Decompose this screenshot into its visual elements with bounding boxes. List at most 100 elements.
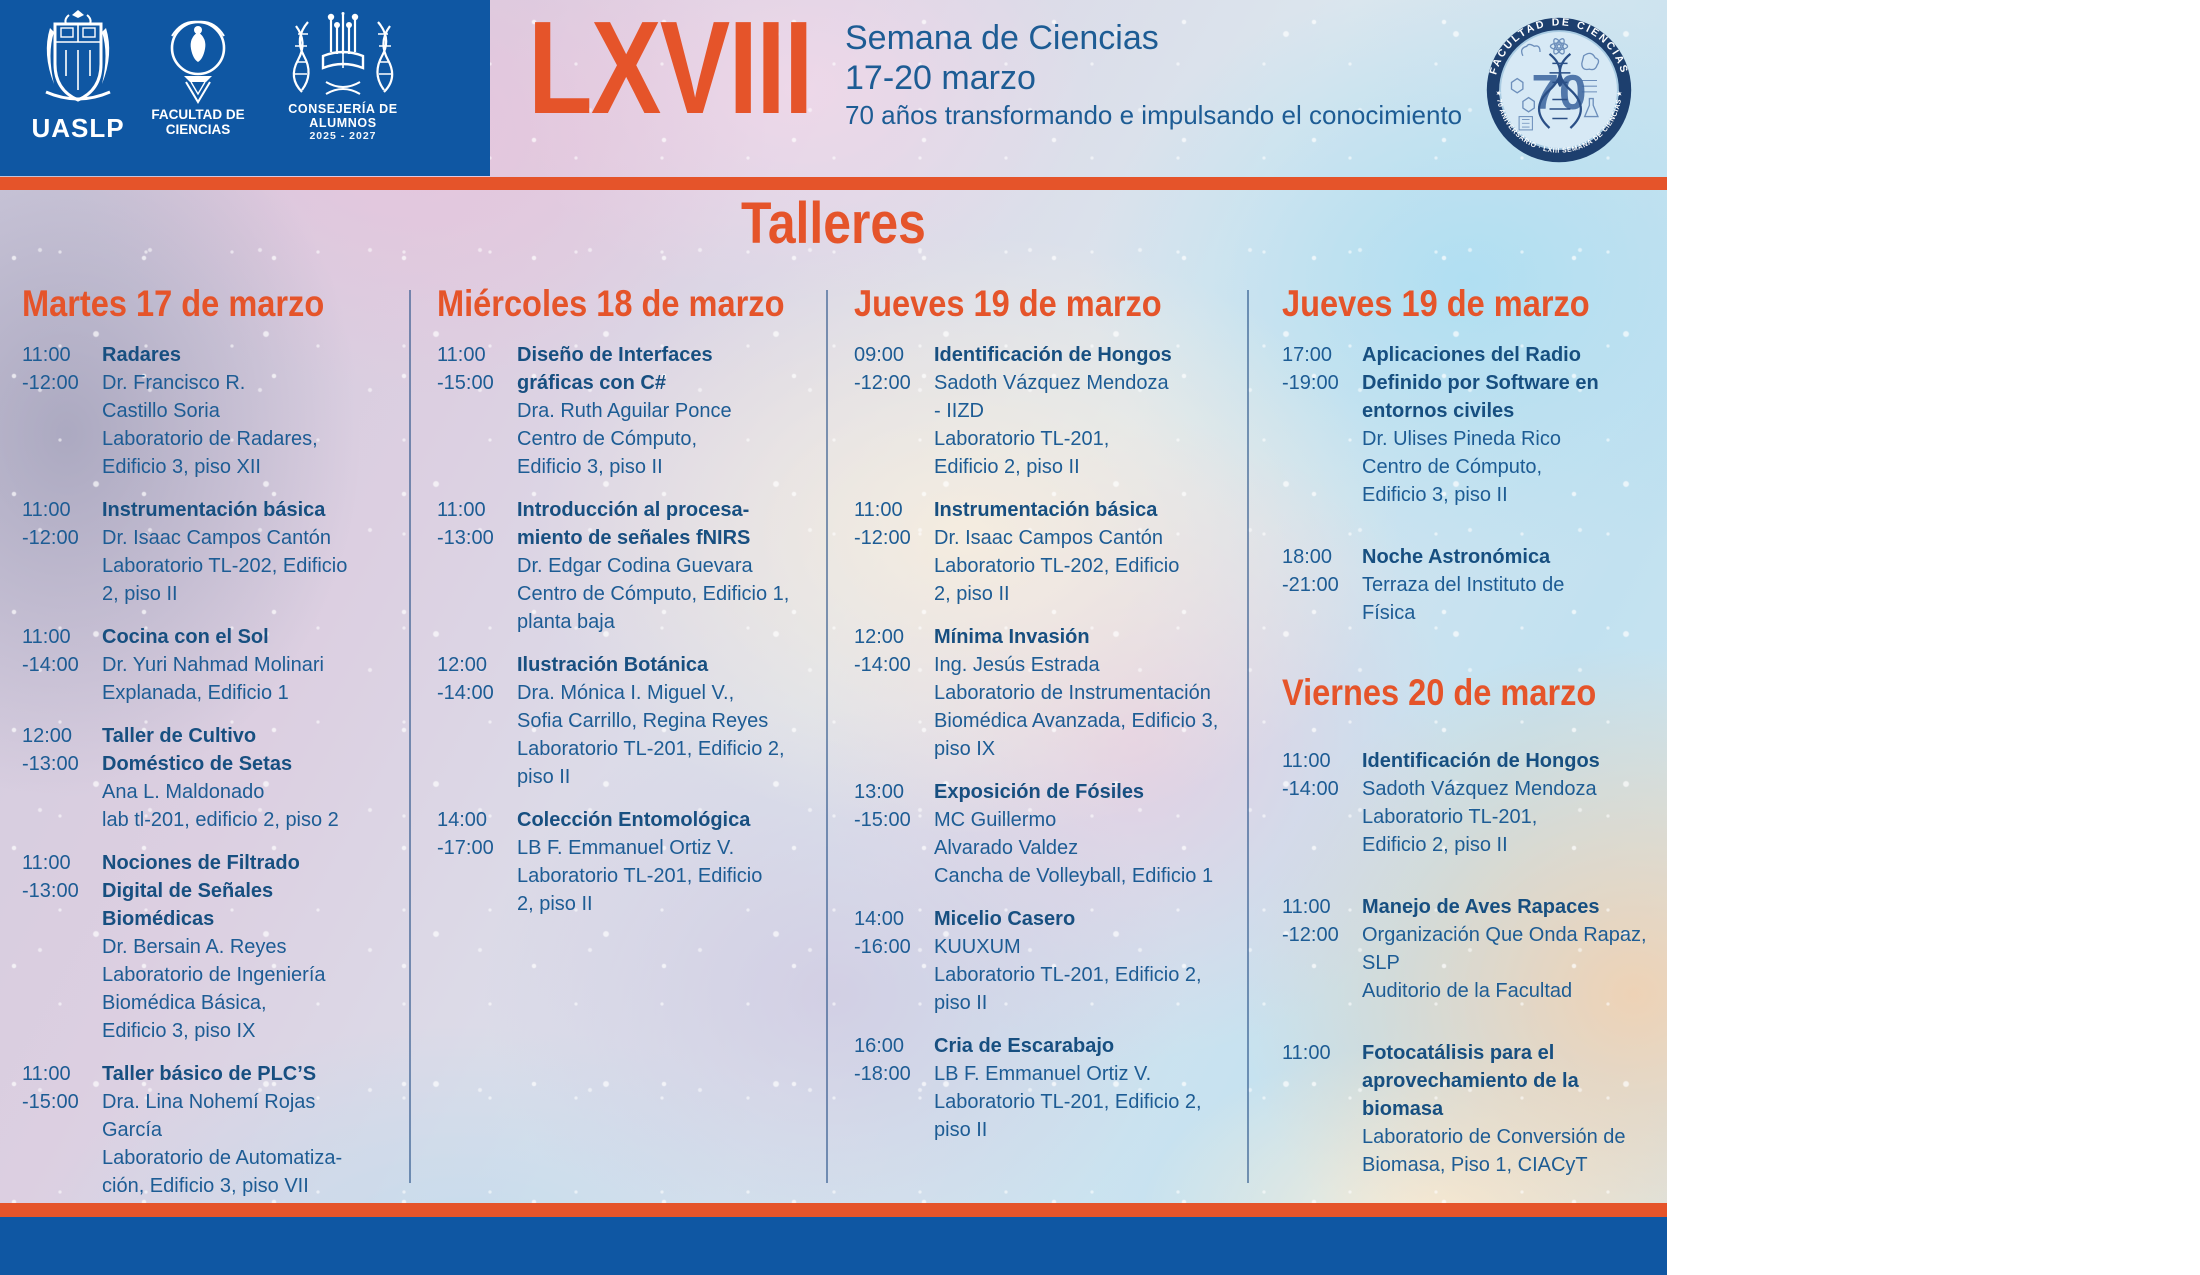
workshop-detail-line: Laboratorio de Radares, — [102, 428, 318, 450]
workshop-detail-line: Laboratorio de Ingeniería — [102, 964, 326, 986]
workshop-detail-line: Organización Que Onda Rapaz, — [1362, 924, 1647, 946]
workshop-detail-line: Explanada, Edificio 1 — [102, 682, 289, 704]
workshop-detail-line: SLP — [1362, 952, 1400, 974]
workshop-detail-line: García — [102, 1119, 163, 1141]
time-line: -21:00 — [1282, 574, 1339, 596]
workshop-time-range: 09:00 -12:00 — [854, 341, 934, 481]
schedule-column-martes: Martes 17 de marzo 11:00 -12:00 Radares Dr. … — [22, 284, 398, 1215]
footer-blue-bar — [0, 1217, 1667, 1275]
day-header: Jueves 19 de marzo — [854, 284, 1236, 324]
workshop-info: Aplicaciones del Radio Definido por Softw… — [1362, 341, 1662, 509]
workshop-title-line: Mínima Invasión — [934, 626, 1090, 648]
workshop-info: Instrumentación básica Dr. Isaac Campos C… — [934, 496, 1236, 608]
workshop-detail-line: Terraza del Instituto de — [1362, 574, 1565, 596]
workshop-title-line: Doméstico de Setas — [102, 753, 293, 775]
workshop-detail-line: Edificio 2, piso II — [1362, 834, 1508, 856]
workshop-detail-line: Centro de Cómputo, Edificio 1, — [517, 583, 790, 605]
time-line: 11:00 — [22, 852, 71, 874]
time-line: -12:00 — [854, 527, 911, 549]
workshop-detail-line: - IIZD — [934, 400, 984, 422]
day-header-label: Jueves 19 de marzo — [1282, 283, 1590, 324]
time-line: -12:00 — [22, 372, 79, 394]
workshop-item: 11:00 -12:00 Radares Dr. Francisco R. Castil… — [22, 341, 398, 481]
workshop-detail-line: piso II — [934, 992, 988, 1014]
workshop-title-line: Identificación de Hongos — [1362, 750, 1600, 772]
facultad-label-line2: CIENCIAS — [165, 122, 231, 137]
workshop-time-range: 11:00 -15:00 — [22, 1060, 102, 1200]
workshop-time-range: 11:00 -14:00 — [22, 623, 102, 707]
workshop-detail-line: Dr. Francisco R. — [102, 372, 246, 394]
time-line: -13:00 — [22, 880, 79, 902]
header-divider-bar — [0, 177, 1667, 190]
time-line: 13:00 — [854, 781, 905, 803]
time-line: 11:00 — [854, 499, 903, 521]
time-line: 18:00 — [1282, 546, 1333, 568]
facultad-ciencias-logo: FACULTAD DE CIENCIAS — [148, 14, 248, 137]
column-divider — [826, 290, 828, 1183]
workshop-detail-line: Laboratorio de Conversión de — [1362, 1126, 1626, 1148]
time-line: -13:00 — [22, 753, 79, 775]
day-header: Jueves 19 de marzo — [1282, 284, 1662, 324]
workshop-item: 16:00 -18:00 Cria de Escarabajo LB F. Emman… — [854, 1032, 1236, 1144]
workshop-item: 11:00 -12:00 Manejo de Aves Rapaces Organiz… — [1282, 893, 1662, 1005]
workshop-time-range: 11:00 -14:00 — [1282, 747, 1362, 859]
workshop-detail-line: Alvarado Valdez — [934, 837, 1079, 859]
header-banner: UASLP FACULTAD DE CIENCIAS — [0, 0, 490, 176]
workshop-item: 12:00 -13:00 Taller de Cultivo Doméstico de… — [22, 722, 398, 834]
workshop-info: Introducción al procesa-miento de señale… — [517, 496, 815, 636]
workshop-item: 12:00 -14:00 Mínima Invasión Ing. Jesús Est… — [854, 623, 1236, 763]
workshop-info: Noche Astronómica Terraza del Instituto d… — [1362, 543, 1662, 627]
workshop-detail-line: Dr. Yuri Nahmad Molinari — [102, 654, 324, 676]
workshop-detail-line: Ing. Jesús Estrada — [934, 654, 1100, 676]
workshop-detail-line: Edificio 3, piso IX — [102, 1020, 256, 1042]
workshop-item: 11:00 Fotocatálisis para el aprovechamient… — [1282, 1039, 1662, 1179]
workshop-detail-line: Laboratorio TL-201, — [1362, 806, 1538, 828]
workshop-info: Instrumentación básica Dr. Isaac Campos C… — [102, 496, 398, 608]
workshop-title-line: Ilustración Botánica — [517, 654, 709, 676]
consejeria-label-years: 2025 - 2027 — [309, 130, 377, 142]
time-line: -15:00 — [854, 809, 911, 831]
workshop-detail-line: Edificio 3, piso II — [1362, 484, 1508, 506]
workshop-title-line: Instrumentación básica — [934, 499, 1158, 521]
workshop-title-line: biomasa — [1362, 1098, 1444, 1120]
workshop-title-line: miento de señales fNIRS — [517, 527, 751, 549]
workshop-info: Radares Dr. Francisco R. Castillo Soria Lab… — [102, 341, 398, 481]
workshop-detail-line: Laboratorio TL-201, Edificio 2, — [934, 1091, 1202, 1113]
time-line: -13:00 — [437, 527, 494, 549]
day-header-label: Jueves 19 de marzo — [854, 283, 1162, 324]
day-header-label: Miércoles 18 de marzo — [437, 283, 785, 324]
workshop-title-line: Introducción al procesa- — [517, 499, 750, 521]
consejeria-label-line1: CONSEJERÍA DE — [288, 102, 398, 116]
day-header: Viernes 20 de marzo — [1282, 673, 1662, 713]
column-divider — [409, 290, 411, 1183]
workshop-info: Diseño de Interfaces gráficas con C# Dra. … — [517, 341, 815, 481]
workshop-detail-line: Sofia Carrillo, Regina Reyes — [517, 710, 769, 732]
workshop-detail-line: Castillo Soria — [102, 400, 220, 422]
workshop-detail-line: ción, Edificio 3, piso VII — [102, 1175, 309, 1197]
workshop-title-line: Colección Entomológica — [517, 809, 751, 831]
workshop-info: Cocina con el Sol Dr. Yuri Nahmad Molinar… — [102, 623, 398, 707]
workshop-detail-line: Biomédica Básica, — [102, 992, 267, 1014]
workshop-time-range: 11:00 — [1282, 1039, 1362, 1179]
time-line: -17:00 — [437, 837, 494, 859]
workshop-title-line: Nociones de Filtrado — [102, 852, 300, 874]
workshop-item: 12:00 -14:00 Ilustración Botánica Dra. Móni… — [437, 651, 815, 791]
consejeria-alumnos-icon — [268, 12, 418, 100]
workshop-item: 11:00 -12:00 Instrumentación básica Dr. Isa… — [854, 496, 1236, 608]
workshop-detail-line: Dr. Isaac Campos Cantón — [102, 527, 331, 549]
workshop-detail-line: Dr. Ulises Pineda Rico — [1362, 428, 1561, 450]
seal-science-icons — [1510, 38, 1600, 131]
time-line: 11:00 — [22, 499, 71, 521]
uaslp-crest-icon — [38, 8, 118, 112]
workshop-time-range: 11:00 -12:00 — [854, 496, 934, 608]
workshop-info: Colección Entomológica LB F. Emmanuel Ort… — [517, 806, 815, 918]
time-line: 12:00 — [854, 626, 905, 648]
time-line: -12:00 — [854, 372, 911, 394]
workshop-info: Ilustración Botánica Dra. Mónica I. Migue… — [517, 651, 815, 791]
time-line: 14:00 — [854, 908, 905, 930]
workshop-detail-line: Dra. Lina Nohemí Rojas — [102, 1091, 316, 1113]
day-header: Miércoles 18 de marzo — [437, 284, 815, 324]
workshop-detail-line: 2, piso II — [934, 583, 1010, 605]
workshop-detail-line: Física — [1362, 602, 1416, 624]
workshop-detail-line: piso IX — [934, 738, 996, 760]
